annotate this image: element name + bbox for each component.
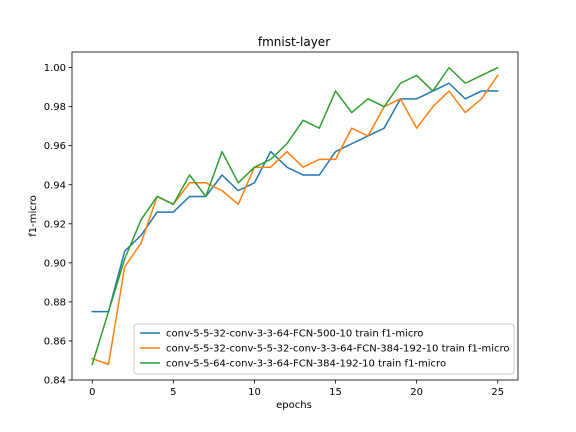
axis-ticks: 0 5 10 15 20 25 0.84 0.86 0.88 0.90 0.92 0.94 0.96 0.… [44, 63, 504, 398]
chart-title: fmnist-layer [258, 35, 330, 49]
plot-area [71, 51, 519, 381]
legend: conv-5-5-32-conv-3-3-64-FCN-500-10 train… [133, 323, 515, 375]
legend-label-3: conv-5-5-64-conv-3-3-64-FCN-384-192-10 t… [166, 359, 446, 370]
x-tick-label: 10 [248, 387, 261, 398]
y-axis-title: f1-micro [28, 195, 39, 237]
y-tick-label: 1.00 [44, 63, 66, 74]
x-tick-label: 15 [329, 387, 342, 398]
x-tick-label: 20 [410, 387, 423, 398]
series-line-1 [91, 82, 499, 313]
x-tick-label: 5 [170, 387, 176, 398]
x-tick-label: 0 [89, 387, 95, 398]
y-tick-label: 0.86 [44, 336, 66, 347]
axes-frame [71, 51, 519, 381]
legend-label-1: conv-5-5-32-conv-3-3-64-FCN-500-10 train… [166, 329, 423, 340]
x-tick-label: 25 [491, 387, 504, 398]
legend-label-2: conv-5-5-32-conv-5-5-32-conv-3-3-64-FCN-… [166, 344, 510, 355]
x-axis-title: epochs [276, 400, 312, 411]
y-tick-label: 0.92 [44, 219, 66, 230]
y-tick-label: 0.90 [44, 258, 66, 269]
y-tick-label: 0.94 [44, 180, 66, 191]
y-tick-label: 0.98 [44, 102, 66, 113]
legend-box [133, 323, 515, 375]
y-tick-label: 0.84 [44, 376, 66, 387]
y-tick-label: 0.96 [44, 141, 66, 152]
series-line-3 [91, 66, 499, 366]
y-tick-label: 0.88 [44, 297, 66, 308]
